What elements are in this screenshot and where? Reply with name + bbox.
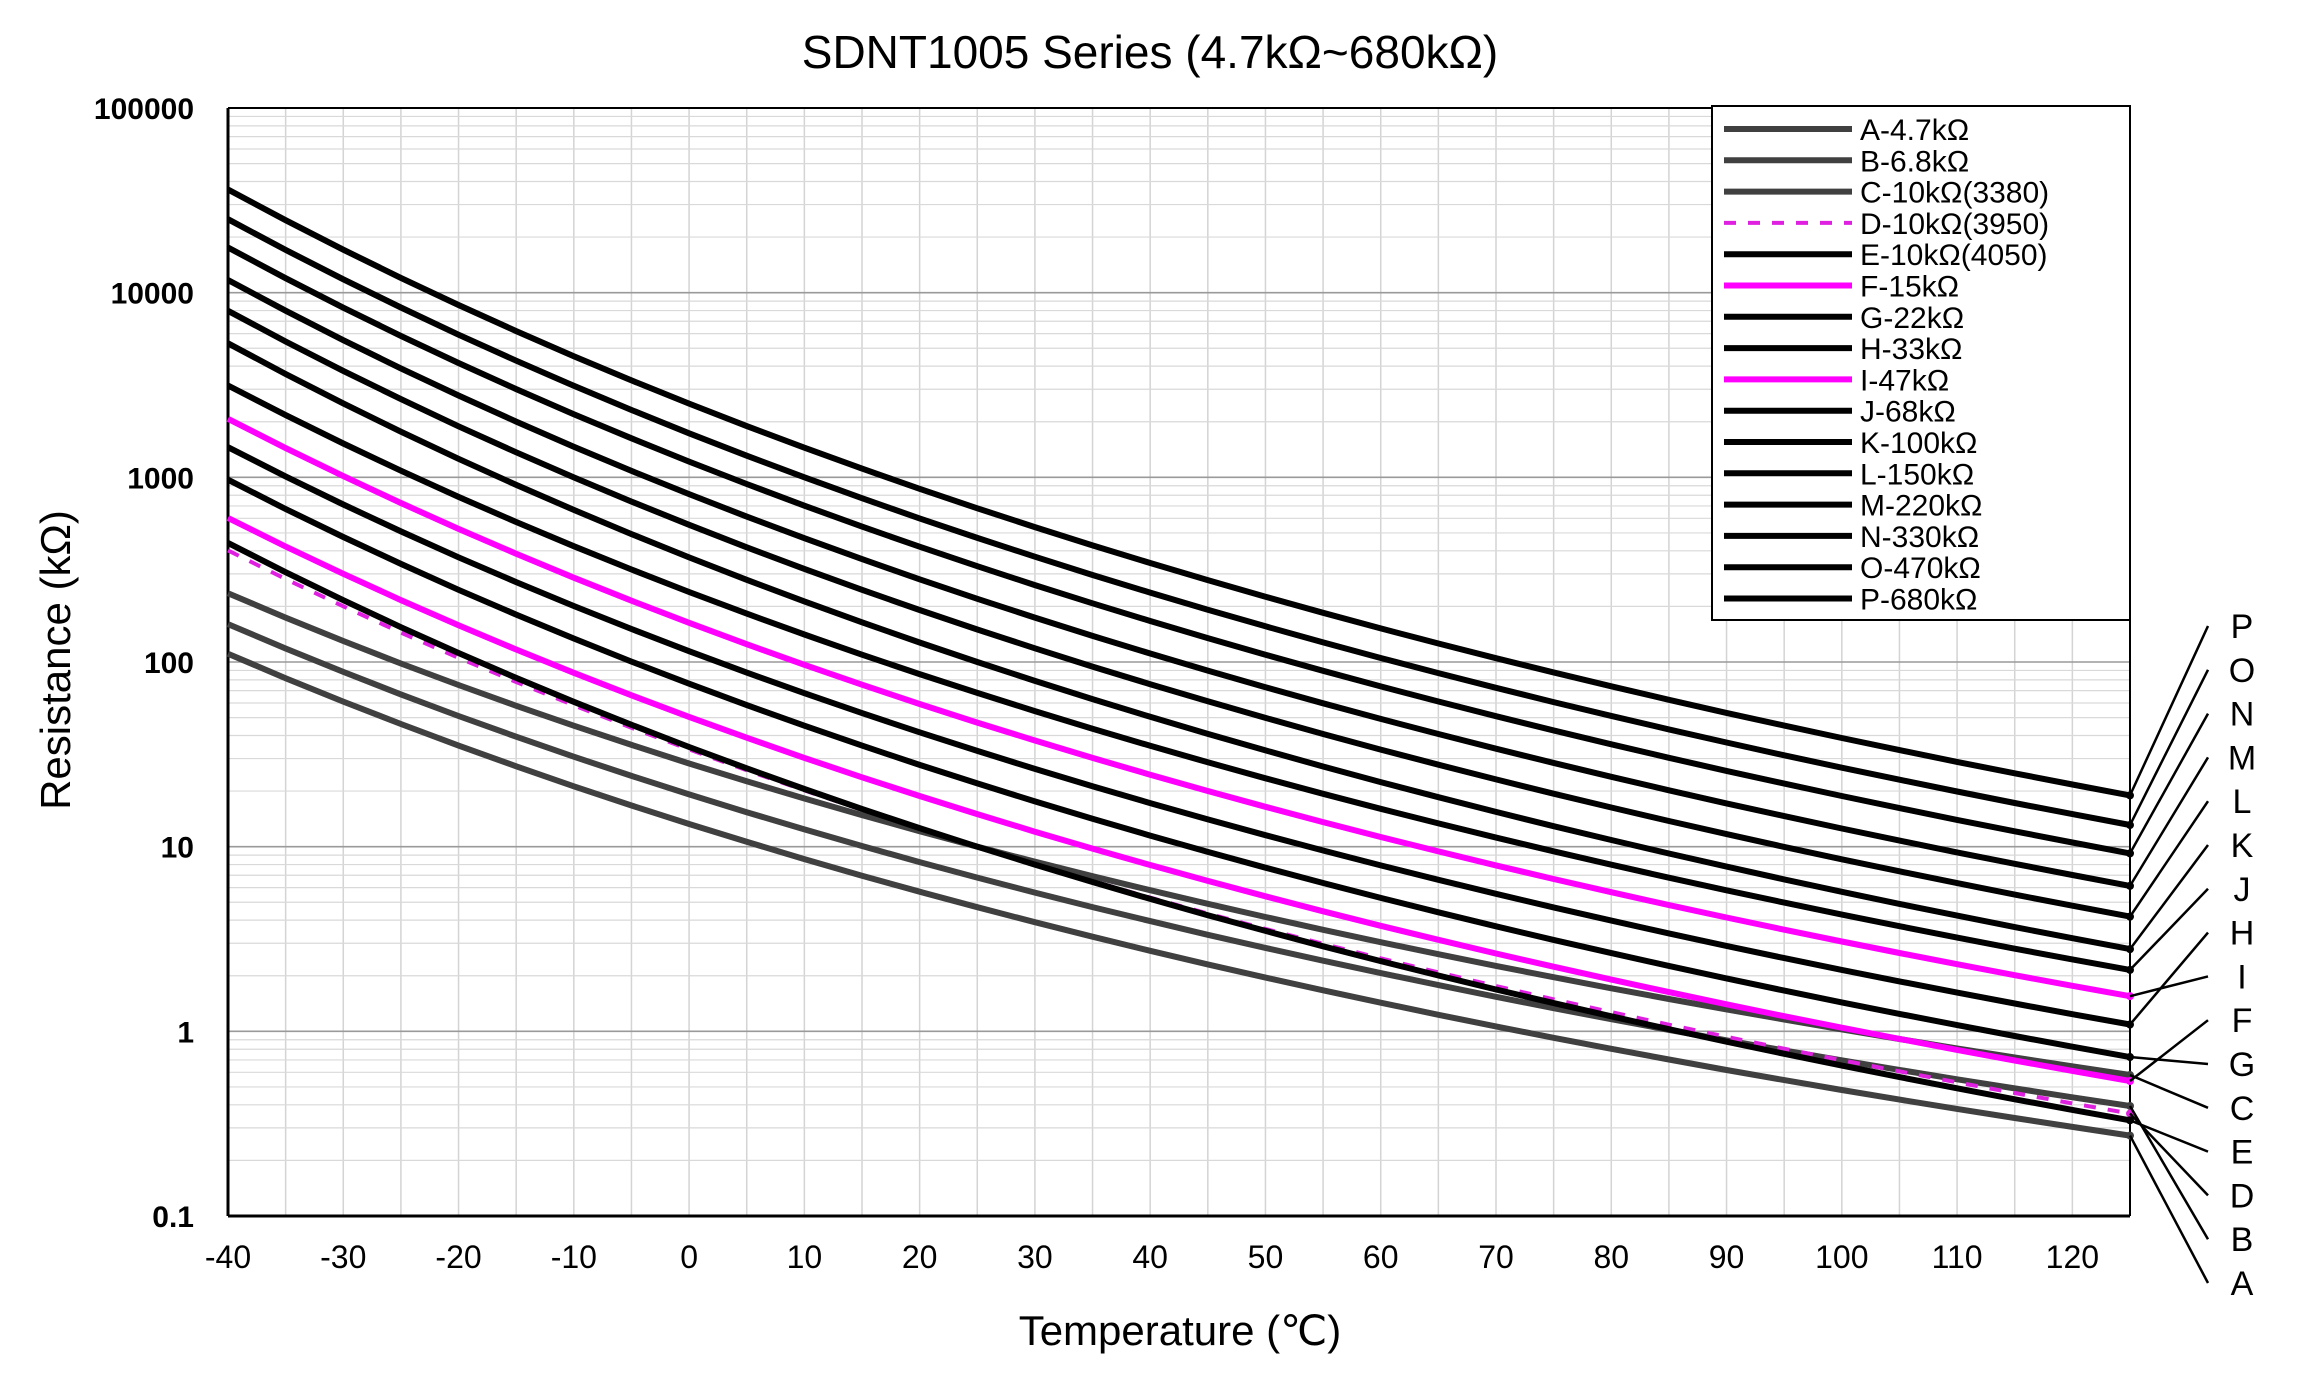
end-label-K: K	[2231, 827, 2254, 865]
series-line-A	[226, 650, 2131, 1139]
series-line-E	[226, 540, 2131, 1124]
end-label-leader-A	[2128, 1134, 2210, 1284]
y-tick-label: 0.1	[152, 1201, 194, 1234]
axes-layer: -40 -30 -20 -10 0 10 20 30 40 50 60 70 80 90 100 110 120…	[94, 93, 2131, 1275]
legend-label-B: B-6.8kΩ	[1860, 145, 1969, 178]
legend-label-G: G-22kΩ	[1860, 302, 1964, 335]
series-line-N	[226, 244, 2131, 857]
x-tick-label: 60	[1363, 1239, 1399, 1275]
x-tick-label: 100	[1815, 1239, 1868, 1275]
end-label-leader-I	[2129, 975, 2209, 998]
legend-label-C: C-10kΩ(3380)	[1860, 177, 2049, 210]
chart-title: SDNT1005 Series (4.7kΩ~680kΩ)	[802, 26, 1498, 78]
end-label-G: G	[2229, 1046, 2255, 1084]
legend-label-P: P-680kΩ	[1860, 584, 1977, 617]
x-tick-label: -10	[551, 1239, 597, 1275]
legend-label-M: M-220kΩ	[1860, 490, 1982, 523]
legend-label-I: I-47kΩ	[1860, 364, 1949, 397]
end-label-P: P	[2231, 608, 2254, 646]
y-tick-label: 1000	[127, 462, 194, 495]
legend-label-O: O-470kΩ	[1860, 552, 1981, 585]
x-tick-label: 70	[1478, 1239, 1514, 1275]
end-label-leader-P	[2128, 625, 2210, 796]
x-tick-label: 20	[902, 1239, 938, 1275]
end-label-leader-L	[2128, 800, 2210, 918]
end-label-leader-O	[2128, 669, 2210, 826]
legend-label-D: D-10kΩ(3950)	[1860, 208, 2049, 241]
series-line-P	[226, 186, 2131, 799]
end-label-B: B	[2231, 1221, 2254, 1259]
end-label-N: N	[2230, 696, 2255, 734]
x-tick-label: -20	[435, 1239, 481, 1275]
x-axis-label: Temperature (℃)	[1019, 1307, 1342, 1354]
end-label-leader-H	[2129, 931, 2209, 1026]
end-label-F: F	[2232, 1002, 2253, 1040]
end-label-M: M	[2228, 739, 2256, 777]
end-label-leader-B	[2128, 1105, 2210, 1240]
end-label-leader-N	[2128, 712, 2210, 854]
end-label-C: C	[2230, 1090, 2255, 1128]
end-label-J: J	[2234, 871, 2251, 909]
legend-label-L: L-150kΩ	[1860, 458, 1974, 491]
legend-label-K: K-100kΩ	[1860, 427, 1977, 460]
end-label-leader-F	[2129, 1019, 2209, 1082]
end-label-D: D	[2230, 1177, 2255, 1215]
legend: A-4.7kΩB-6.8kΩC-10kΩ(3380)D-10kΩ(3950)E-…	[1711, 105, 2131, 621]
x-tick-label: 80	[1593, 1239, 1629, 1275]
y-axis-label: Resistance (kΩ)	[32, 510, 79, 810]
x-tick-label: 120	[2046, 1239, 2099, 1275]
series-line-O	[226, 216, 2131, 828]
legend-label-E: E-10kΩ(4050)	[1860, 239, 2048, 272]
y-tick-label: 1	[177, 1016, 194, 1049]
end-label-A: A	[2231, 1265, 2254, 1303]
end-label-leader-J	[2129, 887, 2209, 971]
end-label-H: H	[2230, 915, 2255, 953]
x-tick-label: 110	[1932, 1239, 1983, 1275]
x-tick-label: 10	[787, 1239, 823, 1275]
y-tick-label: 10	[161, 832, 194, 865]
legend-label-F: F-15kΩ	[1860, 271, 1959, 304]
end-label-leader-C	[2129, 1073, 2209, 1109]
x-tick-label: 0	[680, 1239, 698, 1275]
legend-label-H: H-33kΩ	[1860, 333, 1962, 366]
series-line-H	[226, 444, 2131, 1028]
series-line-F	[226, 515, 2131, 1084]
x-tick-label: 30	[1017, 1239, 1053, 1275]
legend-label-J: J-68kΩ	[1860, 396, 1956, 429]
end-label-E: E	[2231, 1134, 2254, 1172]
legend-label-A: A-4.7kΩ	[1860, 114, 1969, 147]
x-tick-label: 90	[1709, 1239, 1745, 1275]
series-layer	[226, 186, 2134, 1140]
y-tick-label: 10000	[111, 278, 194, 311]
series-line-L	[226, 308, 2131, 920]
y-tick-label: 100000	[94, 93, 194, 126]
x-tick-label: 40	[1132, 1239, 1168, 1275]
series-line-B	[226, 621, 2131, 1109]
end-label-leader-G	[2129, 1055, 2209, 1066]
end-label-leader-M	[2128, 756, 2210, 887]
series-line-G	[226, 477, 2131, 1061]
series-line-I	[226, 416, 2131, 1000]
x-tick-label: -40	[205, 1239, 251, 1275]
end-label-O: O	[2229, 652, 2255, 690]
x-tick-label: 50	[1248, 1239, 1284, 1275]
legend-label-N: N-330kΩ	[1860, 521, 1979, 554]
series-line-M	[226, 277, 2131, 889]
series-line-K	[226, 340, 2131, 953]
end-label-I: I	[2237, 958, 2246, 996]
end-label-L: L	[2233, 783, 2252, 821]
end-label-leader-K	[2128, 844, 2210, 950]
series-line-J	[226, 382, 2131, 973]
y-tick-label: 100	[144, 647, 194, 680]
x-tick-label: -30	[320, 1239, 366, 1275]
